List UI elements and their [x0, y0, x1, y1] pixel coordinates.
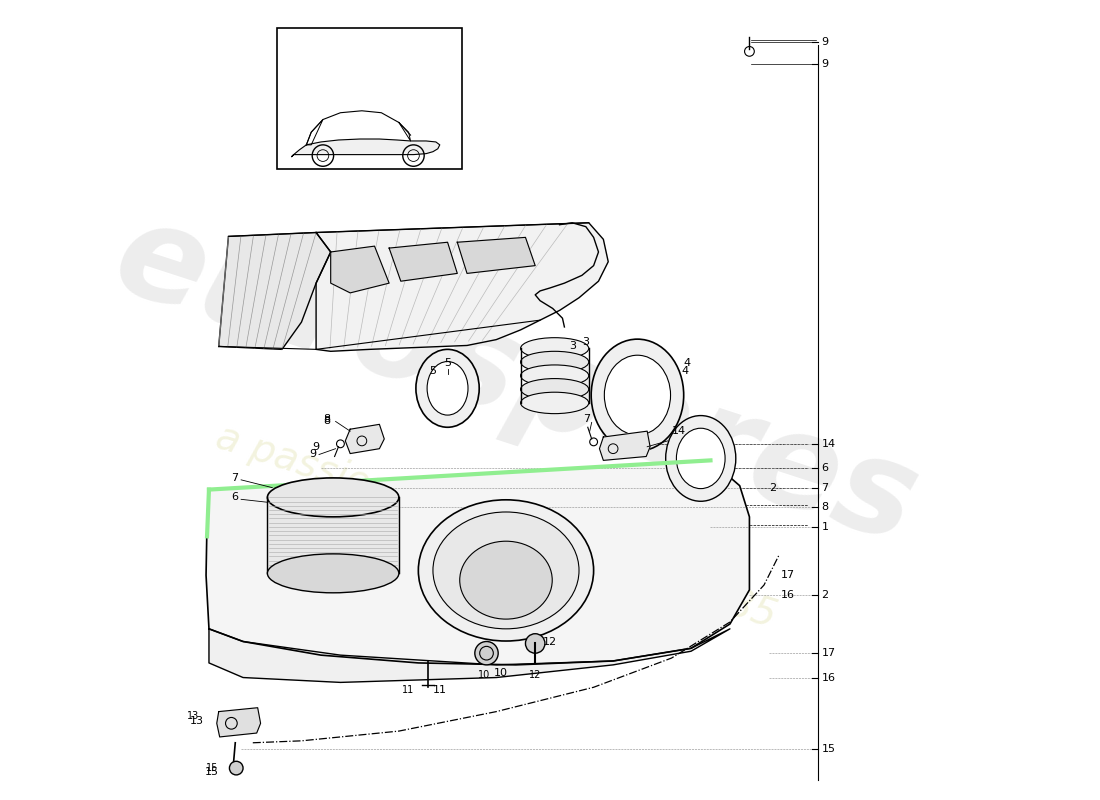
Ellipse shape [520, 378, 588, 400]
Text: 9: 9 [312, 442, 319, 452]
Ellipse shape [267, 478, 399, 517]
Polygon shape [267, 498, 399, 574]
Ellipse shape [520, 351, 588, 373]
Text: 2: 2 [822, 590, 828, 600]
Text: 14: 14 [822, 439, 836, 449]
Text: 15: 15 [822, 744, 836, 754]
Text: 9: 9 [822, 59, 828, 69]
Text: 15: 15 [205, 767, 219, 777]
Ellipse shape [666, 415, 736, 502]
Text: 9: 9 [822, 37, 828, 46]
Polygon shape [217, 708, 261, 737]
Text: 14: 14 [671, 426, 685, 436]
Text: 7: 7 [822, 482, 828, 493]
Ellipse shape [604, 355, 671, 435]
Text: 12: 12 [543, 637, 557, 646]
Text: 9: 9 [309, 449, 316, 458]
Text: 11: 11 [433, 685, 447, 695]
Ellipse shape [427, 362, 468, 415]
Polygon shape [316, 222, 608, 351]
Circle shape [475, 642, 498, 665]
Circle shape [526, 634, 544, 653]
Ellipse shape [591, 339, 684, 451]
Polygon shape [206, 460, 749, 665]
Ellipse shape [433, 512, 579, 629]
Text: 17: 17 [781, 570, 794, 580]
Text: 5: 5 [444, 358, 451, 368]
Text: 11: 11 [403, 685, 415, 695]
Polygon shape [458, 238, 536, 274]
Ellipse shape [520, 365, 588, 386]
Text: 8: 8 [323, 414, 331, 425]
Text: 6: 6 [231, 492, 239, 502]
Polygon shape [219, 233, 331, 350]
Polygon shape [292, 139, 440, 157]
Text: 13: 13 [187, 711, 199, 722]
Ellipse shape [520, 338, 588, 359]
Text: 13: 13 [190, 716, 205, 726]
Ellipse shape [520, 392, 588, 414]
Text: 1: 1 [822, 522, 828, 531]
Circle shape [230, 762, 243, 775]
Text: 2: 2 [769, 482, 776, 493]
Text: 6: 6 [822, 463, 828, 473]
Text: 10: 10 [478, 670, 491, 680]
Text: a passion for parts since 1985: a passion for parts since 1985 [211, 418, 781, 635]
Text: 4: 4 [683, 358, 691, 368]
Ellipse shape [267, 554, 399, 593]
Text: 17: 17 [822, 648, 836, 658]
Ellipse shape [460, 542, 552, 619]
Text: 3: 3 [570, 342, 576, 351]
Polygon shape [389, 242, 458, 281]
Text: 8: 8 [323, 417, 331, 426]
Text: 10: 10 [494, 668, 508, 678]
Text: 7: 7 [231, 473, 239, 483]
Text: 16: 16 [781, 590, 794, 600]
Bar [277, 28, 462, 170]
Ellipse shape [416, 350, 480, 427]
Ellipse shape [676, 428, 725, 489]
Text: 5: 5 [429, 366, 437, 376]
Text: 12: 12 [529, 670, 541, 680]
Text: 16: 16 [822, 673, 836, 682]
Text: eurospares: eurospares [99, 191, 933, 570]
Polygon shape [209, 629, 730, 682]
Text: 3: 3 [582, 337, 588, 346]
Polygon shape [345, 424, 384, 454]
Text: 15: 15 [207, 763, 219, 773]
Text: 4: 4 [681, 366, 689, 376]
Text: 7: 7 [583, 414, 590, 425]
Text: 8: 8 [822, 502, 828, 512]
Polygon shape [600, 431, 650, 460]
Ellipse shape [418, 500, 594, 641]
Polygon shape [331, 246, 389, 293]
